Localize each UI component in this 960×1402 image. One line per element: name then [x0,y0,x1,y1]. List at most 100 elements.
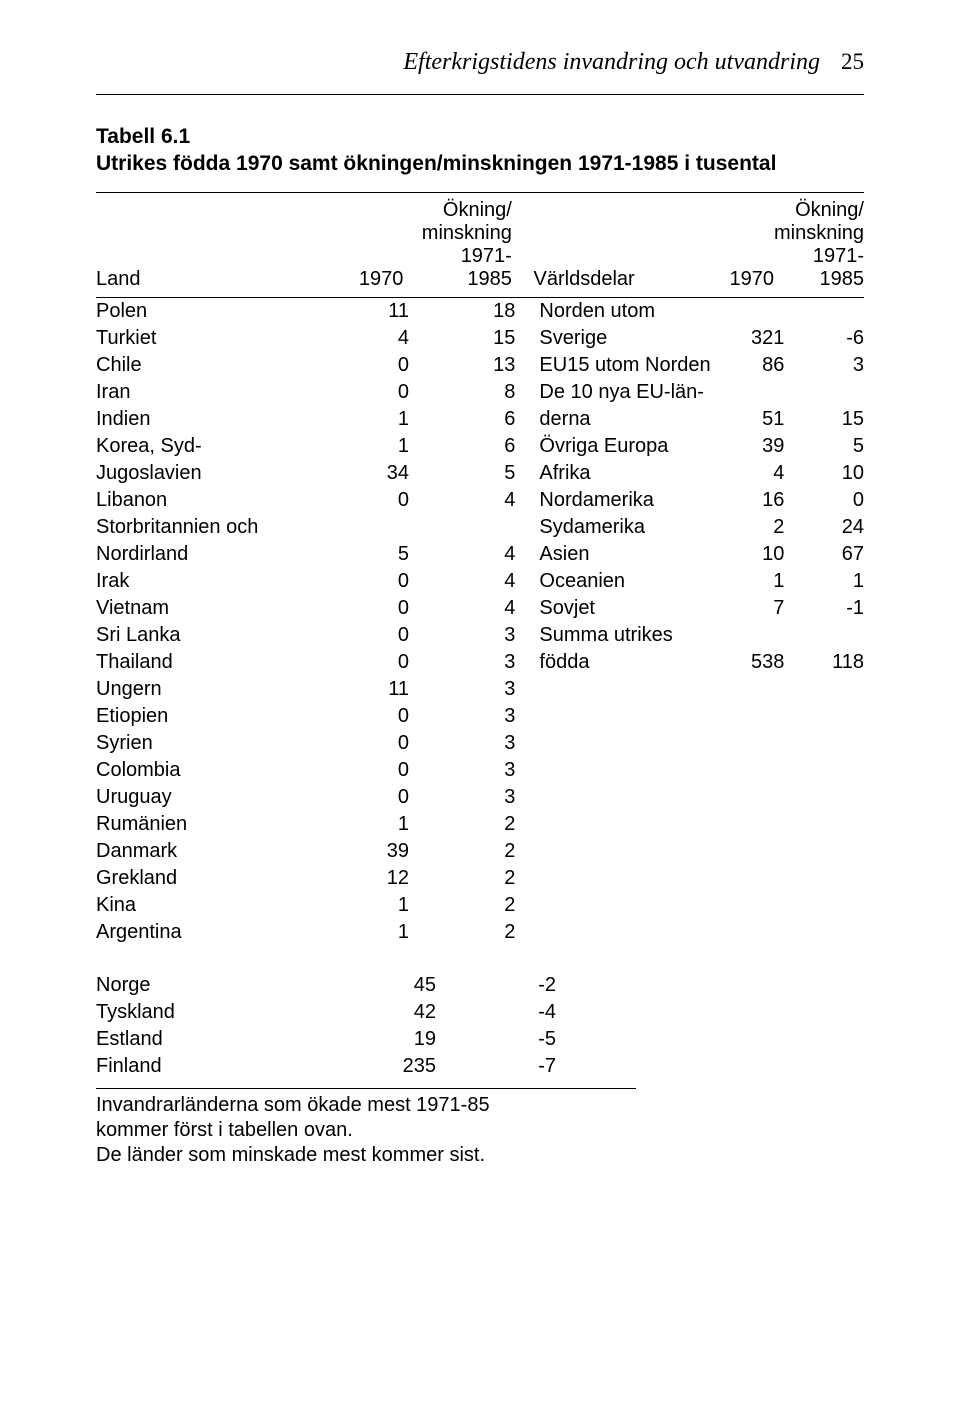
table-caption: Tabell 6.1 Utrikes födda 1970 samt öknin… [96,123,864,178]
table-row: födda538118 [539,649,864,676]
table-row: Syrien03 [96,730,515,757]
cell-land: Chile [96,352,337,379]
page: Efterkrigstidens invandring och utvandri… [0,0,960,1402]
cell-change: -6 [784,325,864,352]
cell-change: 4 [409,595,515,622]
cell-change [784,298,864,325]
cell-change: 5 [409,460,515,487]
table-row: Afrika410 [539,460,864,487]
cell-change: 4 [409,487,515,514]
cell-region: Sydamerika [539,514,712,541]
cell-1970: 0 [337,622,409,649]
col-head-chg-left-l4: 1985 [467,268,512,290]
cell-change: 3 [409,622,515,649]
cell-change: -2 [436,972,556,999]
cell-land: Vietnam [96,595,337,622]
table-row: derna5115 [539,406,864,433]
cell-land: Thailand [96,649,337,676]
cell-land: Estland [96,1026,356,1053]
cell-land: Sri Lanka [96,622,337,649]
cell-land: Argentina [96,919,337,946]
table-row: Sverige321-6 [539,325,864,352]
cell-change: 2 [409,919,515,946]
col-head-change-right: Ökning/ minskning 1971- 1985 [774,199,864,291]
cell-change: 24 [784,514,864,541]
cell-1970: 4 [337,325,409,352]
cell-region: Summa utrikes [539,622,712,649]
cell-1970: 0 [337,595,409,622]
table-row: Estland19-5 [96,1026,556,1053]
cell-1970: 0 [337,568,409,595]
cell-change: 3 [409,757,515,784]
cell-region: Afrika [539,460,712,487]
col-head-change-left: Ökning/ minskning 1971- 1985 [403,199,511,291]
cell-change: 2 [409,892,515,919]
cell-change: 0 [784,487,864,514]
cell-1970: 1 [337,892,409,919]
cell-1970: 16 [713,487,785,514]
cell-land: Storbritannien och [96,514,337,541]
cell-change: 5 [784,433,864,460]
cell-region: Norden utom [539,298,712,325]
cell-1970: 1 [337,406,409,433]
cell-region: Oceanien [539,568,712,595]
table-row: Korea, Syd-16 [96,433,515,460]
table-row: Etiopien03 [96,703,515,730]
running-head-title: Efterkrigstidens invandring och utvandri… [96,48,864,76]
cell-land: Polen [96,298,337,325]
cell-1970: 45 [356,972,436,999]
table-footnote: Invandrarländerna som ökade mest 1971-85… [96,1089,636,1168]
table-row: De 10 nya EU-län- [539,379,864,406]
table-row: Irak04 [96,568,515,595]
cell-region: derna [539,406,712,433]
cell-region: Sverige [539,325,712,352]
cell-1970 [713,379,785,406]
cell-1970: 34 [337,460,409,487]
cell-change: 13 [409,352,515,379]
cell-change [784,622,864,649]
cell-change: 15 [409,325,515,352]
col-head-1970-left: 1970 [331,268,403,291]
col-head-chg-right-l4: 1985 [820,268,865,290]
cell-change [409,514,515,541]
cell-change: 2 [409,865,515,892]
table-row: Nordamerika160 [539,487,864,514]
cell-1970: 0 [337,730,409,757]
cell-change: 3 [409,784,515,811]
table-row: Jugoslavien345 [96,460,515,487]
cell-1970: 0 [337,784,409,811]
cell-region: De 10 nya EU-län- [539,379,712,406]
cell-change: 3 [409,730,515,757]
vertical-space [96,946,864,972]
table-row: Vietnam04 [96,595,515,622]
cell-1970: 0 [337,703,409,730]
col-head-chg-left-l1: Ökning/ [443,199,512,221]
cell-1970: 19 [356,1026,436,1053]
col-head-chg-right-l2: minskning [774,222,864,244]
cell-change: 6 [409,433,515,460]
cell-change: 15 [784,406,864,433]
right-table: Norden utomSverige321-6EU15 utom Norden8… [539,298,864,676]
table-header-row: Land 1970 Ökning/ minskning 1971- 1985 V… [96,193,864,297]
cell-change: 3 [409,676,515,703]
col-head-chg-left-l2: minskning [422,222,512,244]
cell-1970: 235 [356,1053,436,1080]
cell-region: Sovjet [539,595,712,622]
cell-land: Grekland [96,865,337,892]
cell-land: Finland [96,1053,356,1080]
table-row: Iran08 [96,379,515,406]
cell-land: Korea, Syd- [96,433,337,460]
cell-change [784,379,864,406]
table-row: Colombia03 [96,757,515,784]
table-row: Rumänien12 [96,811,515,838]
cell-1970: 7 [713,595,785,622]
cell-land: Irak [96,568,337,595]
cell-change: 3 [409,649,515,676]
table-row: Uruguay03 [96,784,515,811]
cell-land: Nordirland [96,541,337,568]
cell-region: EU15 utom Norden [539,352,712,379]
cell-1970: 0 [337,649,409,676]
cell-land: Danmark [96,838,337,865]
header-bar: Efterkrigstidens invandring och utvandri… [96,48,864,88]
cell-1970: 0 [337,379,409,406]
